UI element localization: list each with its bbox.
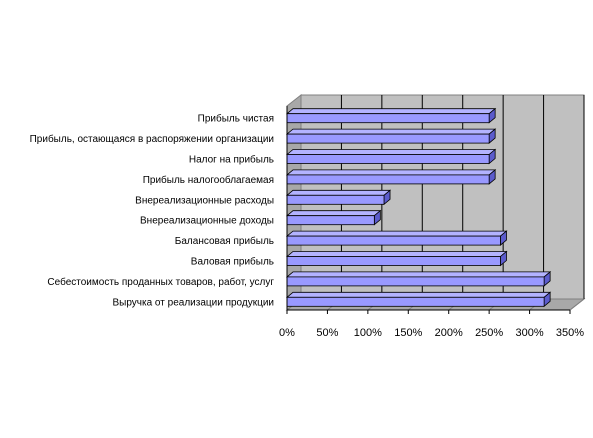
floor-gridline [569,298,585,311]
category-label: Балансовая прибыль [175,235,274,247]
axes [286,106,571,314]
category-label: Выручка от реализации продукции [112,297,274,308]
bar [286,235,501,246]
category-label: Себестоимость проданных товаров, работ, … [47,276,274,288]
bar-top [285,128,497,135]
bar-top [285,149,497,155]
x-tick-label: 0% [279,327,295,339]
category-label: Прибыль, остающаяся в распоряжении орган… [30,133,274,145]
category-label: Внереализационные расходы [135,195,274,206]
bar-top [285,169,497,176]
category-label: Валовая прибыль [191,256,274,268]
x-tick-labels: 0% 50% 100% 150% 200% 250% 300% 350% [279,327,584,339]
bar-top [285,251,508,257]
bar [286,154,490,164]
bar [286,113,490,124]
x-tick-label: 50% [316,327,338,339]
category-labels: Выручка от реализации продукции Себестоим… [30,113,275,309]
x-tick-label: 200% [435,327,463,339]
bar-top [285,189,392,196]
bar-top [285,108,497,115]
category-label: Прибыль налогооблагаемая [143,174,274,186]
category-label: Налог на прибыль [189,154,274,166]
bars [285,107,552,308]
bar [286,276,545,287]
bar [286,256,501,266]
bar-top [285,271,552,278]
category-label: Прибыль чистая [198,113,274,125]
x-tick-label: 300% [516,327,544,339]
bar-top [285,230,508,237]
bar [286,296,545,307]
x-tick-label: 250% [475,327,503,339]
bar-top [285,210,382,217]
bar [286,194,385,205]
bar [286,174,490,185]
bar [286,215,375,226]
bar-top [285,291,552,298]
x-tick-label: 100% [354,327,382,339]
category-label: Внереализационные доходы [140,216,274,227]
x-tick-label: 150% [394,327,422,339]
x-tick-label: 350% [556,327,584,339]
bar [286,133,490,144]
